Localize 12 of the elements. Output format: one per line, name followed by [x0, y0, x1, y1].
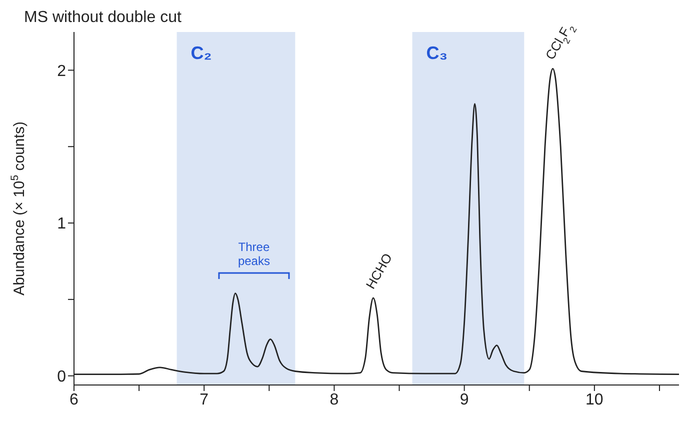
x-tick-label: 6	[70, 391, 79, 408]
x-tick-label: 7	[200, 391, 209, 408]
chart-title: MS without double cut	[24, 9, 182, 26]
band-label: C₂	[190, 42, 212, 63]
x-tick-label: 9	[460, 391, 469, 408]
x-tick-label: 10	[586, 391, 604, 408]
y-tick-label: 2	[57, 62, 66, 80]
band-label: C₃	[426, 42, 448, 63]
y-tick-label: 1	[57, 216, 66, 233]
annotation: Three peaks	[238, 240, 270, 268]
y-tick-label: 0	[57, 368, 66, 386]
x-tick-label: 8	[330, 391, 339, 408]
